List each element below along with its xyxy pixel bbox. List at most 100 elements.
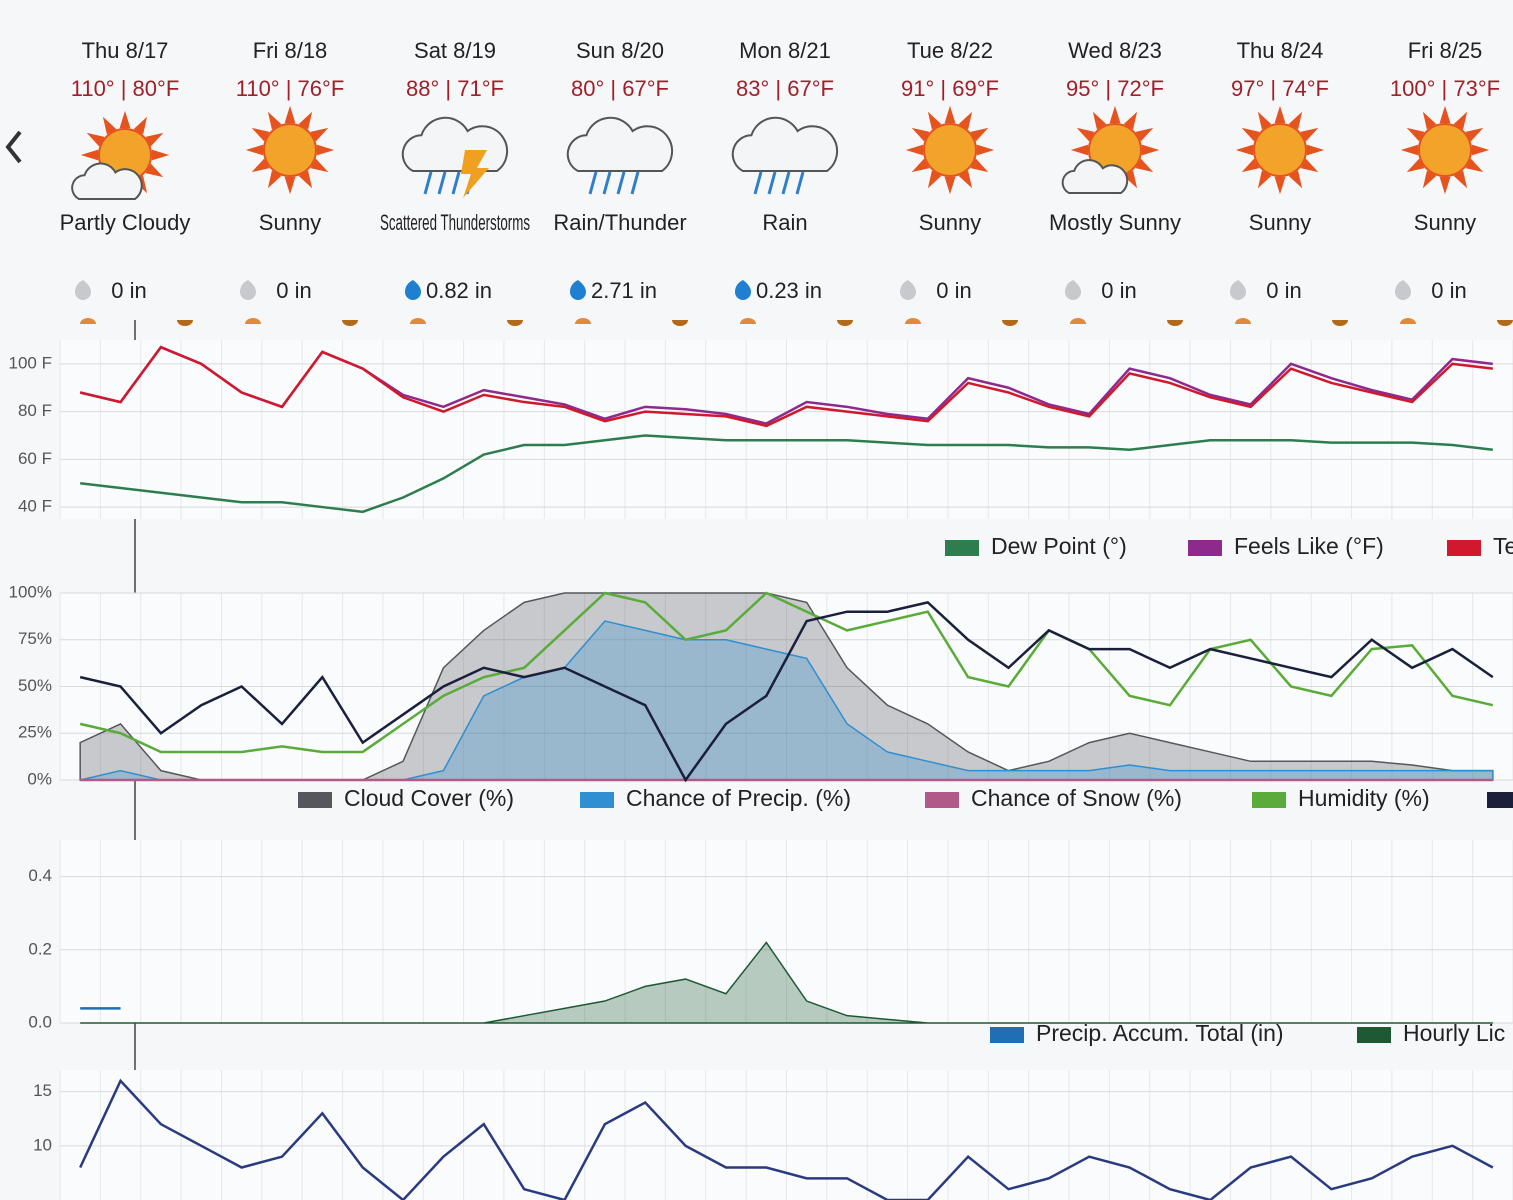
- sun-ray: [119, 110, 131, 129]
- day-date: Mon 8/21: [739, 38, 831, 63]
- day-date: Wed 8/23: [1068, 38, 1162, 63]
- sun-ray: [298, 170, 313, 189]
- day-precip: 0 in: [936, 278, 971, 303]
- day-precip: 0 in: [111, 278, 146, 303]
- day-date: Tue 8/22: [907, 38, 993, 63]
- sunset-icon: [837, 320, 853, 326]
- sun-ray: [1453, 111, 1468, 130]
- precip-drop: [1395, 280, 1411, 300]
- sunrise-icon: [1400, 318, 1416, 324]
- sun-ray: [1300, 127, 1319, 142]
- sun-ray: [958, 170, 973, 189]
- cloud: [71, 162, 143, 200]
- sun-disc: [1418, 123, 1472, 177]
- sun-ray: [1241, 158, 1260, 173]
- sun-ray: [1406, 127, 1425, 142]
- sun-ray: [1288, 111, 1303, 130]
- day-precip: 2.71 in: [591, 278, 657, 303]
- rain-streak: [423, 171, 433, 195]
- sunrise-icon: [1070, 318, 1086, 324]
- y-tick-label: 0%: [27, 769, 52, 788]
- legend-swatch: [580, 792, 614, 808]
- sunrise-icon: [905, 318, 921, 324]
- legend-swatch: [990, 1027, 1024, 1043]
- day-temps: 80° | 67°F: [571, 76, 669, 101]
- sunset-icon: [1167, 320, 1183, 326]
- sunrise-icon: [410, 318, 426, 324]
- day-temps: 110° | 76°F: [236, 76, 345, 101]
- day-precip: 0 in: [1101, 278, 1136, 303]
- sun-ray: [1257, 170, 1272, 189]
- day-precip: 0 in: [1266, 278, 1301, 303]
- sun-ray: [1439, 105, 1451, 124]
- y-tick-label: 100%: [9, 582, 52, 601]
- sun-ray: [1406, 158, 1425, 173]
- sunrise-icon: [740, 318, 756, 324]
- y-tick-label: 80 F: [18, 401, 52, 420]
- rain-streak: [588, 171, 598, 195]
- legend-label: Feels Like (°F): [1234, 533, 1384, 559]
- sun-ray: [80, 149, 99, 161]
- day-condition: Sunny: [919, 210, 981, 235]
- sunset-icon: [1332, 320, 1348, 326]
- rain-streak: [451, 171, 461, 195]
- sun-ray: [86, 132, 105, 147]
- sun-ray: [1422, 170, 1437, 189]
- day-date: Fri 8/25: [1408, 38, 1483, 63]
- day-column: Fri 8/25 100° | 73°F Sunny 0 in: [1390, 38, 1513, 326]
- cloud: [731, 116, 839, 172]
- sun-ray: [976, 144, 995, 156]
- precip-drop: [735, 280, 751, 300]
- sun-ray: [316, 144, 335, 156]
- sun-ray: [145, 163, 164, 178]
- legend-swatch: [1252, 792, 1286, 808]
- precip-drop: [240, 280, 256, 300]
- rain-streak: [753, 171, 763, 195]
- sun-ray: [1300, 158, 1319, 173]
- rain-streak: [616, 171, 626, 195]
- sun-ray: [1135, 127, 1154, 142]
- sun-ray: [927, 170, 942, 189]
- day-temps: 97° | 74°F: [1231, 76, 1329, 101]
- sun-ray: [151, 149, 170, 161]
- sun-ray: [267, 170, 282, 189]
- sun-ray: [911, 127, 930, 142]
- legend-swatch: [298, 792, 332, 808]
- sun-ray: [1422, 111, 1437, 130]
- day-temps: 83° | 67°F: [736, 76, 834, 101]
- y-tick-label: 10: [33, 1135, 52, 1154]
- sun-ray: [1241, 127, 1260, 142]
- legend-label: Chance of Precip. (%): [626, 785, 851, 811]
- day-temps: 100° | 73°F: [1390, 76, 1500, 101]
- y-tick-label: 25%: [18, 723, 52, 742]
- rain-streak: [781, 171, 791, 195]
- day-column: Thu 8/17 110° | 80°F Partly Cloudy 0 in: [60, 38, 193, 326]
- sun-ray: [1274, 105, 1286, 124]
- day-date: Fri 8/18: [253, 38, 328, 63]
- precip-drop: [1065, 280, 1081, 300]
- sun-ray: [133, 116, 148, 135]
- legend-swatch: [1447, 540, 1481, 556]
- day-column: Sun 8/20 80° | 67°F Rain/Thunder 2.71 in: [553, 38, 688, 326]
- sun-ray: [944, 105, 956, 124]
- rain-streak: [602, 171, 612, 195]
- precip-drop: [570, 280, 586, 300]
- legend-swatch: [1188, 540, 1222, 556]
- sun-ray: [927, 111, 942, 130]
- precip-drop: [405, 280, 421, 300]
- sun-ray: [102, 116, 117, 135]
- precip-drop: [1230, 280, 1246, 300]
- rain-streak: [767, 171, 777, 195]
- y-tick-label: 0.2: [28, 939, 52, 958]
- legend-swatch: [1357, 1027, 1391, 1043]
- y-tick-label: 100 F: [9, 353, 52, 372]
- series-line: [79, 591, 1494, 754]
- sunrise-icon: [245, 318, 261, 324]
- back-button[interactable]: [5, 130, 22, 164]
- sun-ray: [284, 176, 296, 195]
- day-condition: Sunny: [1249, 210, 1311, 235]
- day-date: Sun 8/20: [576, 38, 664, 63]
- sun-ray: [251, 127, 270, 142]
- legend-label: Precip. Accum. Total (in): [1036, 1020, 1284, 1046]
